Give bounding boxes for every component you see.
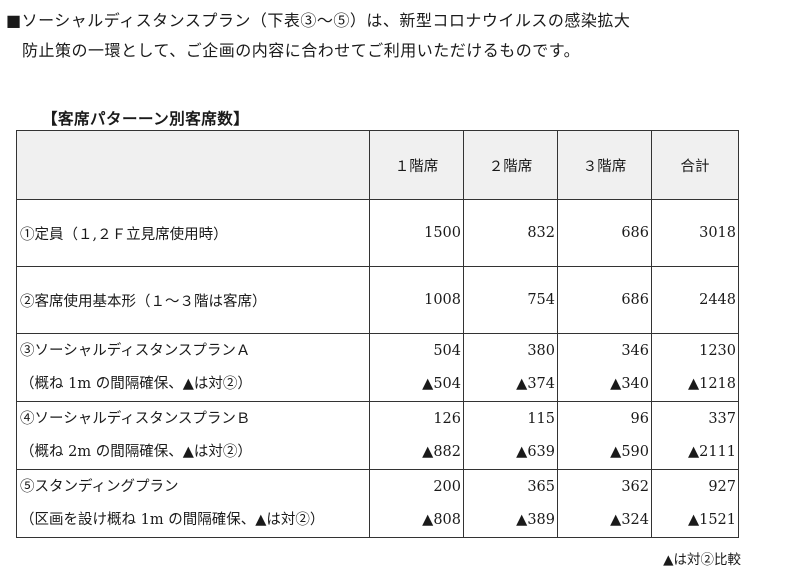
seat-pattern-table: １階席 ２階席 ３階席 合計 ①定員（１,２Ｆ立見席使用時） 1500 832 …: [16, 130, 739, 538]
cell-floor3: 686: [557, 199, 652, 267]
header-blank: [16, 130, 370, 200]
intro-paragraph: ■ソーシャルディスタンスプラン（下表③～⑤）は、新型コロナウイルスの感染拡大 防…: [6, 6, 630, 66]
row-label: ⑤スタンディングプラン （区画を設け概ね 1m の間隔確保、▲は対②）: [16, 469, 370, 538]
cell-value: 346: [621, 342, 649, 359]
cell-diff: ▲389: [516, 511, 555, 528]
table-header-row: １階席 ２階席 ３階席 合計: [16, 130, 739, 200]
header-floor2: ２階席: [463, 130, 558, 200]
header-total: 合計: [651, 130, 739, 200]
cell-value: 504: [433, 342, 461, 359]
cell-diff: ▲2111: [687, 443, 736, 460]
intro-line-1: ■ソーシャルディスタンスプラン（下表③～⑤）は、新型コロナウイルスの感染拡大: [6, 11, 631, 30]
row-label: ①定員（１,２Ｆ立見席使用時）: [16, 199, 370, 267]
cell-value: 115: [527, 410, 555, 427]
cell-value: 362: [621, 478, 649, 495]
cell-floor3: 346 ▲340: [557, 333, 652, 402]
header-floor1: １階席: [369, 130, 464, 200]
cell-total: 2448: [651, 266, 739, 334]
cell-total: 3018: [651, 199, 739, 267]
cell-diff: ▲1218: [687, 375, 736, 392]
cell-total: 337 ▲2111: [651, 401, 739, 470]
cell-floor1: 504 ▲504: [369, 333, 464, 402]
cell-total: 1230 ▲1218: [651, 333, 739, 402]
row-label-main: ③ソーシャルディスタンスプランＡ: [20, 342, 251, 359]
cell-floor1: 1008: [369, 266, 464, 334]
cell-diff: ▲374: [516, 375, 555, 392]
cell-floor2: 832: [463, 199, 558, 267]
cell-floor3: 96 ▲590: [557, 401, 652, 470]
cell-floor1: 1500: [369, 199, 464, 267]
table-row: ⑤スタンディングプラン （区画を設け概ね 1m の間隔確保、▲は対②） 200 ▲…: [16, 469, 739, 538]
table-row: ③ソーシャルディスタンスプランＡ （概ね 1m の間隔確保、▲は対②） 504 ▲…: [16, 333, 739, 402]
cell-floor3: 362 ▲324: [557, 469, 652, 538]
cell-floor2: 115 ▲639: [463, 401, 558, 470]
cell-value: 126: [433, 410, 461, 427]
cell-value: 1230: [699, 342, 736, 359]
table-row: ①定員（１,２Ｆ立見席使用時） 1500 832 686 3018: [16, 199, 739, 267]
cell-value: 96: [630, 410, 649, 427]
row-label: ④ソーシャルディスタンスプランＢ （概ね 2m の間隔確保、▲は対②）: [16, 401, 370, 470]
row-label: ③ソーシャルディスタンスプランＡ （概ね 1m の間隔確保、▲は対②）: [16, 333, 370, 402]
cell-diff: ▲808: [422, 511, 461, 528]
cell-diff: ▲590: [610, 443, 649, 460]
cell-floor3: 686: [557, 266, 652, 334]
cell-value: 927: [708, 478, 736, 495]
cell-value: 200: [433, 478, 461, 495]
cell-diff: ▲639: [516, 443, 555, 460]
cell-diff: ▲504: [422, 375, 461, 392]
cell-value: 365: [527, 478, 555, 495]
row-label-main: ⑤スタンディングプラン: [20, 478, 179, 495]
cell-value: 380: [527, 342, 555, 359]
cell-floor2: 365 ▲389: [463, 469, 558, 538]
cell-floor2: 380 ▲374: [463, 333, 558, 402]
row-label: ②客席使用基本形（１～３階は客席）: [16, 266, 370, 334]
row-label-sub: （概ね 2m の間隔確保、▲は対②）: [20, 443, 252, 460]
cell-floor2: 754: [463, 266, 558, 334]
comparison-note: ▲は対②比較: [663, 552, 741, 568]
cell-diff: ▲324: [610, 511, 649, 528]
cell-diff: ▲1521: [687, 511, 736, 528]
cell-diff: ▲882: [422, 443, 461, 460]
row-label-sub: （区画を設け概ね 1m の間隔確保、▲は対②）: [20, 511, 325, 528]
cell-floor1: 200 ▲808: [369, 469, 464, 538]
row-label-sub: （概ね 1m の間隔確保、▲は対②）: [20, 375, 252, 392]
intro-line-2: 防止策の一環として、ご企画の内容に合わせてご利用いただけるものです。: [22, 41, 581, 60]
cell-value: 337: [708, 410, 736, 427]
table-caption: 【客席パターーン別客席数】: [42, 109, 250, 128]
cell-floor1: 126 ▲882: [369, 401, 464, 470]
header-floor3: ３階席: [557, 130, 652, 200]
table-row: ②客席使用基本形（１～３階は客席） 1008 754 686 2448: [16, 266, 739, 334]
cell-diff: ▲340: [610, 375, 649, 392]
row-label-main: ④ソーシャルディスタンスプランＢ: [20, 410, 251, 427]
table-row: ④ソーシャルディスタンスプランＢ （概ね 2m の間隔確保、▲は対②） 126 ▲…: [16, 401, 739, 470]
cell-total: 927 ▲1521: [651, 469, 739, 538]
